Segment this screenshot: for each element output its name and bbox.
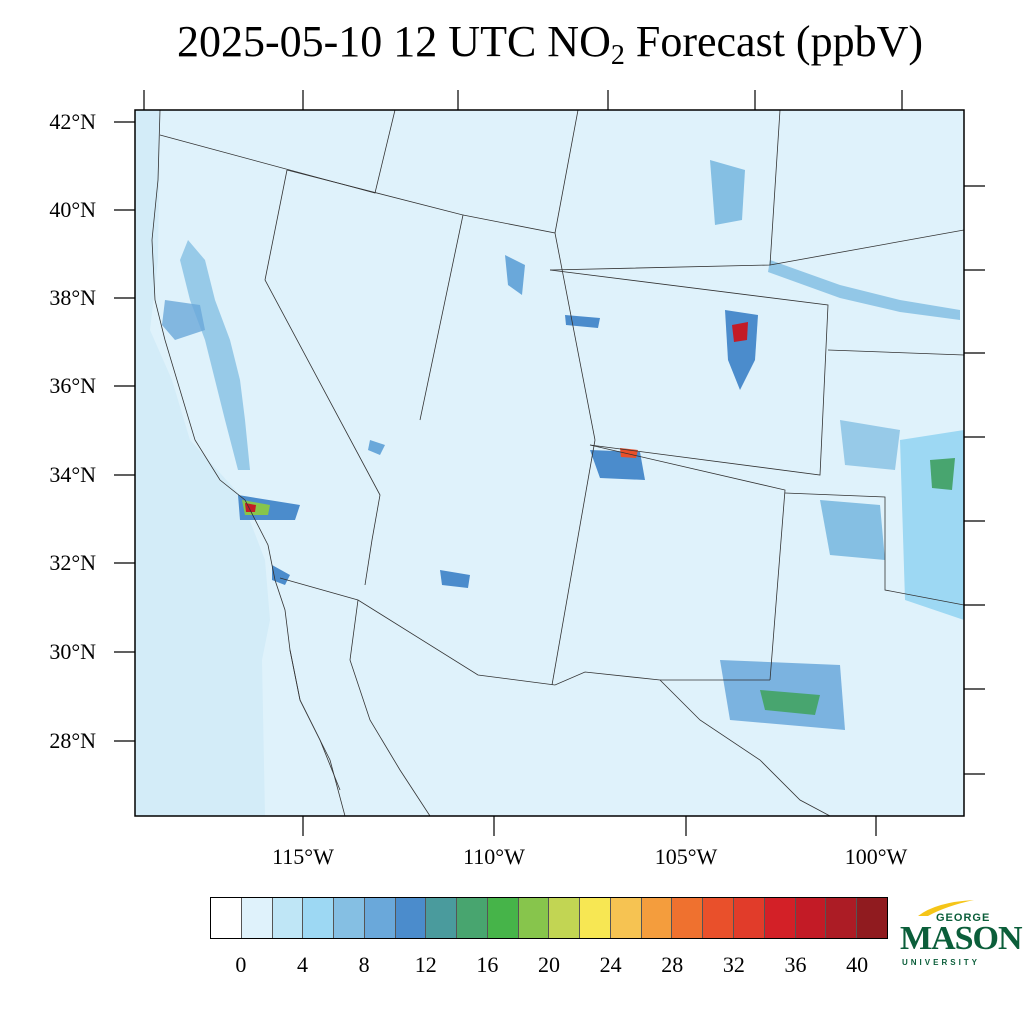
colorbar-label: 24 xyxy=(599,952,622,977)
plume-bay-area xyxy=(162,300,205,340)
plume-kansas xyxy=(840,420,900,470)
colorbar-cell xyxy=(487,898,519,938)
boundaries xyxy=(151,110,964,816)
colorbar-cell xyxy=(518,898,550,938)
lat-label-38: 38°N xyxy=(49,285,96,310)
ocean-region xyxy=(135,110,270,816)
plume-denver-hot xyxy=(732,322,748,342)
lat-label-28: 28°N xyxy=(49,728,96,753)
colorbar-cell xyxy=(364,898,396,938)
plume-phoenix xyxy=(440,570,470,588)
colorbar-cell xyxy=(580,898,611,938)
logo-swoosh-icon xyxy=(918,900,974,916)
colorbar-cell xyxy=(641,898,673,938)
tx-rio-grande xyxy=(659,679,831,816)
colorbar-label: 28 xyxy=(661,952,684,977)
colorbar-cell xyxy=(549,898,581,938)
az-nm-border xyxy=(551,439,596,686)
colorbar-cell xyxy=(211,898,242,938)
ks-ok-border xyxy=(827,349,964,356)
plume-las-vegas xyxy=(368,440,385,455)
plume-platte xyxy=(768,260,960,320)
colorbar-cell xyxy=(795,898,827,938)
plume-salt-lake xyxy=(505,255,525,295)
no2-plumes xyxy=(162,160,964,730)
plume-wyoming xyxy=(710,160,745,225)
colorbar-label: 8 xyxy=(358,952,370,977)
colorbar-cell xyxy=(395,898,427,938)
nm-tx-border xyxy=(589,444,786,681)
map-frame xyxy=(134,109,965,817)
colorbar-cell xyxy=(764,898,796,938)
gulf-of-california xyxy=(349,599,431,816)
colorbar-label: 0 xyxy=(235,952,247,977)
colorbar-cell xyxy=(672,898,704,938)
tick-marks xyxy=(114,90,985,836)
lon-label-110: 110°W xyxy=(463,844,525,869)
colorbar-cell xyxy=(334,898,365,938)
colorbar-label: 36 xyxy=(784,952,807,977)
ne-ks-border xyxy=(769,229,964,266)
lat-label-32: 32°N xyxy=(49,550,96,575)
baja-coast xyxy=(289,649,346,816)
plume-oklahoma xyxy=(820,500,885,560)
plume-san-diego xyxy=(272,565,290,585)
plume-permian-core xyxy=(760,690,820,715)
colorbar-cell xyxy=(703,898,735,938)
co-border xyxy=(549,269,829,476)
colorbar-cell xyxy=(241,898,273,938)
colorbar-label: 12 xyxy=(414,952,437,977)
colorbar-cell xyxy=(734,898,765,938)
colorbar-cell xyxy=(857,898,887,938)
chart-title: 2025-05-10 12 UTC NO2 Forecast (ppbV) xyxy=(0,12,1024,86)
title-rest: Forecast (ppbV) xyxy=(624,17,923,66)
lon-label-100: 100°W xyxy=(844,844,908,869)
ca-nv-border xyxy=(264,169,381,586)
colorbar-label: 4 xyxy=(296,952,308,977)
colorbar xyxy=(210,897,888,939)
colorbar-cell xyxy=(826,898,858,938)
lat-label-30: 30°N xyxy=(49,639,96,664)
colorbar-cell xyxy=(303,898,335,938)
colorbar-cell xyxy=(457,898,488,938)
colorbar-label: 40 xyxy=(846,952,869,977)
lat-label-34: 34°N xyxy=(49,462,96,487)
plume-utah-power xyxy=(565,315,600,328)
lon-label-105: 105°W xyxy=(654,844,718,869)
george-mason-logo: GEORGE MASON UNIVERSITY xyxy=(896,898,1023,970)
colorbar-label: 20 xyxy=(538,952,560,977)
colorbar-cell xyxy=(426,898,458,938)
title-main: 2025-05-10 12 UTC NO xyxy=(177,17,611,66)
colorbar-label: 32 xyxy=(722,952,745,977)
wy-border xyxy=(549,110,781,271)
lat-label-40: 40°N xyxy=(49,197,96,222)
colorbar-label: 16 xyxy=(476,952,499,977)
lat-label-36: 36°N xyxy=(49,373,96,398)
title-subscript: 2 xyxy=(610,40,625,71)
lon-label-115: 115°W xyxy=(272,844,334,869)
colorbar-cell xyxy=(610,898,642,938)
plume-central-valley xyxy=(180,240,250,470)
colorbar-cell xyxy=(272,898,304,938)
lat-label-42: 42°N xyxy=(49,109,96,134)
logo-line-3: UNIVERSITY xyxy=(902,958,981,967)
ok-border xyxy=(784,492,964,606)
logo-line-1: GEORGE xyxy=(936,912,991,924)
plume-east-hot xyxy=(930,458,955,490)
logo-line-2: MASON xyxy=(900,920,1023,957)
or-id-border xyxy=(159,110,396,194)
